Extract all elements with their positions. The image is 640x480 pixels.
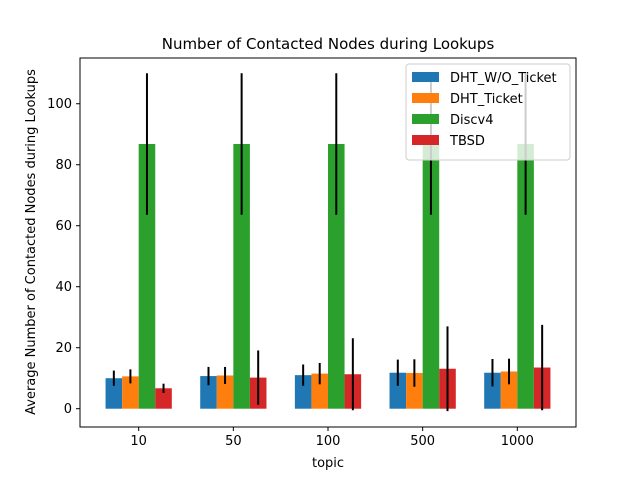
x-axis-label: topic [312, 456, 344, 471]
x-tick-label-100: 100 [316, 434, 341, 449]
bar-TBSD-10 [155, 388, 172, 409]
legend-swatch-Discv4 [412, 114, 439, 124]
bar-DHT_W/O_Ticket-1000 [484, 372, 501, 409]
y-axis: 0 20 40 60 80 100 [47, 97, 80, 417]
bar-Discv4-500 [422, 143, 440, 409]
y-tick-label-20: 20 [55, 341, 72, 356]
legend-swatch-TBSD [412, 135, 439, 145]
legend-box [405, 63, 571, 161]
x-tick-label-500: 500 [410, 434, 435, 449]
bar-DHT_W/O_Ticket-500 [389, 372, 407, 409]
y-tick-label-0: 0 [64, 402, 72, 417]
bar-DHT_Ticket-10 [122, 376, 139, 409]
bar-DHT_W/O_Ticket-50 [200, 376, 217, 409]
bar-Discv4-1000 [517, 143, 534, 409]
bar-DHT_W/O_Ticket-100 [294, 375, 312, 409]
bars-group [105, 143, 551, 409]
bar-DHT_Ticket-1000 [500, 371, 518, 409]
x-tick-label-10: 10 [130, 434, 147, 449]
bar-Discv4-50 [233, 143, 250, 409]
bar-Discv4-10 [138, 143, 156, 409]
y-axis-label: Average Number of Contacted Nodes during… [24, 69, 39, 415]
legend-label-Discv4: Discv4 [450, 113, 494, 128]
legend-label-TBSD: TBSD [449, 134, 485, 149]
x-tick-label-1000: 1000 [501, 434, 534, 449]
y-tick-label-60: 60 [55, 219, 72, 234]
legend-swatch-DHT_W/O_Ticket [412, 72, 439, 82]
legend-label-DHT_W/O_Ticket: DHT_W/O_Ticket [450, 71, 557, 86]
x-tick-label-50: 50 [225, 434, 242, 449]
legend-label-DHT_Ticket: DHT_Ticket [450, 92, 523, 107]
y-tick-label-100: 100 [47, 97, 72, 112]
bar-DHT_Ticket-500 [406, 373, 423, 409]
legend-swatch-DHT_Ticket [412, 93, 439, 103]
y-tick-label-80: 80 [55, 158, 72, 173]
y-tick-label-40: 40 [55, 280, 72, 295]
bar-Discv4-100 [328, 143, 345, 409]
bar-DHT_Ticket-50 [216, 375, 234, 409]
bar-DHT_W/O_Ticket-10 [105, 378, 123, 409]
x-axis: 10 50 100 500 1000 [130, 427, 534, 449]
legend: DHT_W/O_Ticket DHT_Ticket Discv4 TBSD [405, 63, 571, 161]
errorbars-group [112, 73, 544, 412]
chart-title: Number of Contacted Nodes during Lookups [162, 35, 495, 53]
bar-DHT_Ticket-100 [311, 373, 328, 409]
